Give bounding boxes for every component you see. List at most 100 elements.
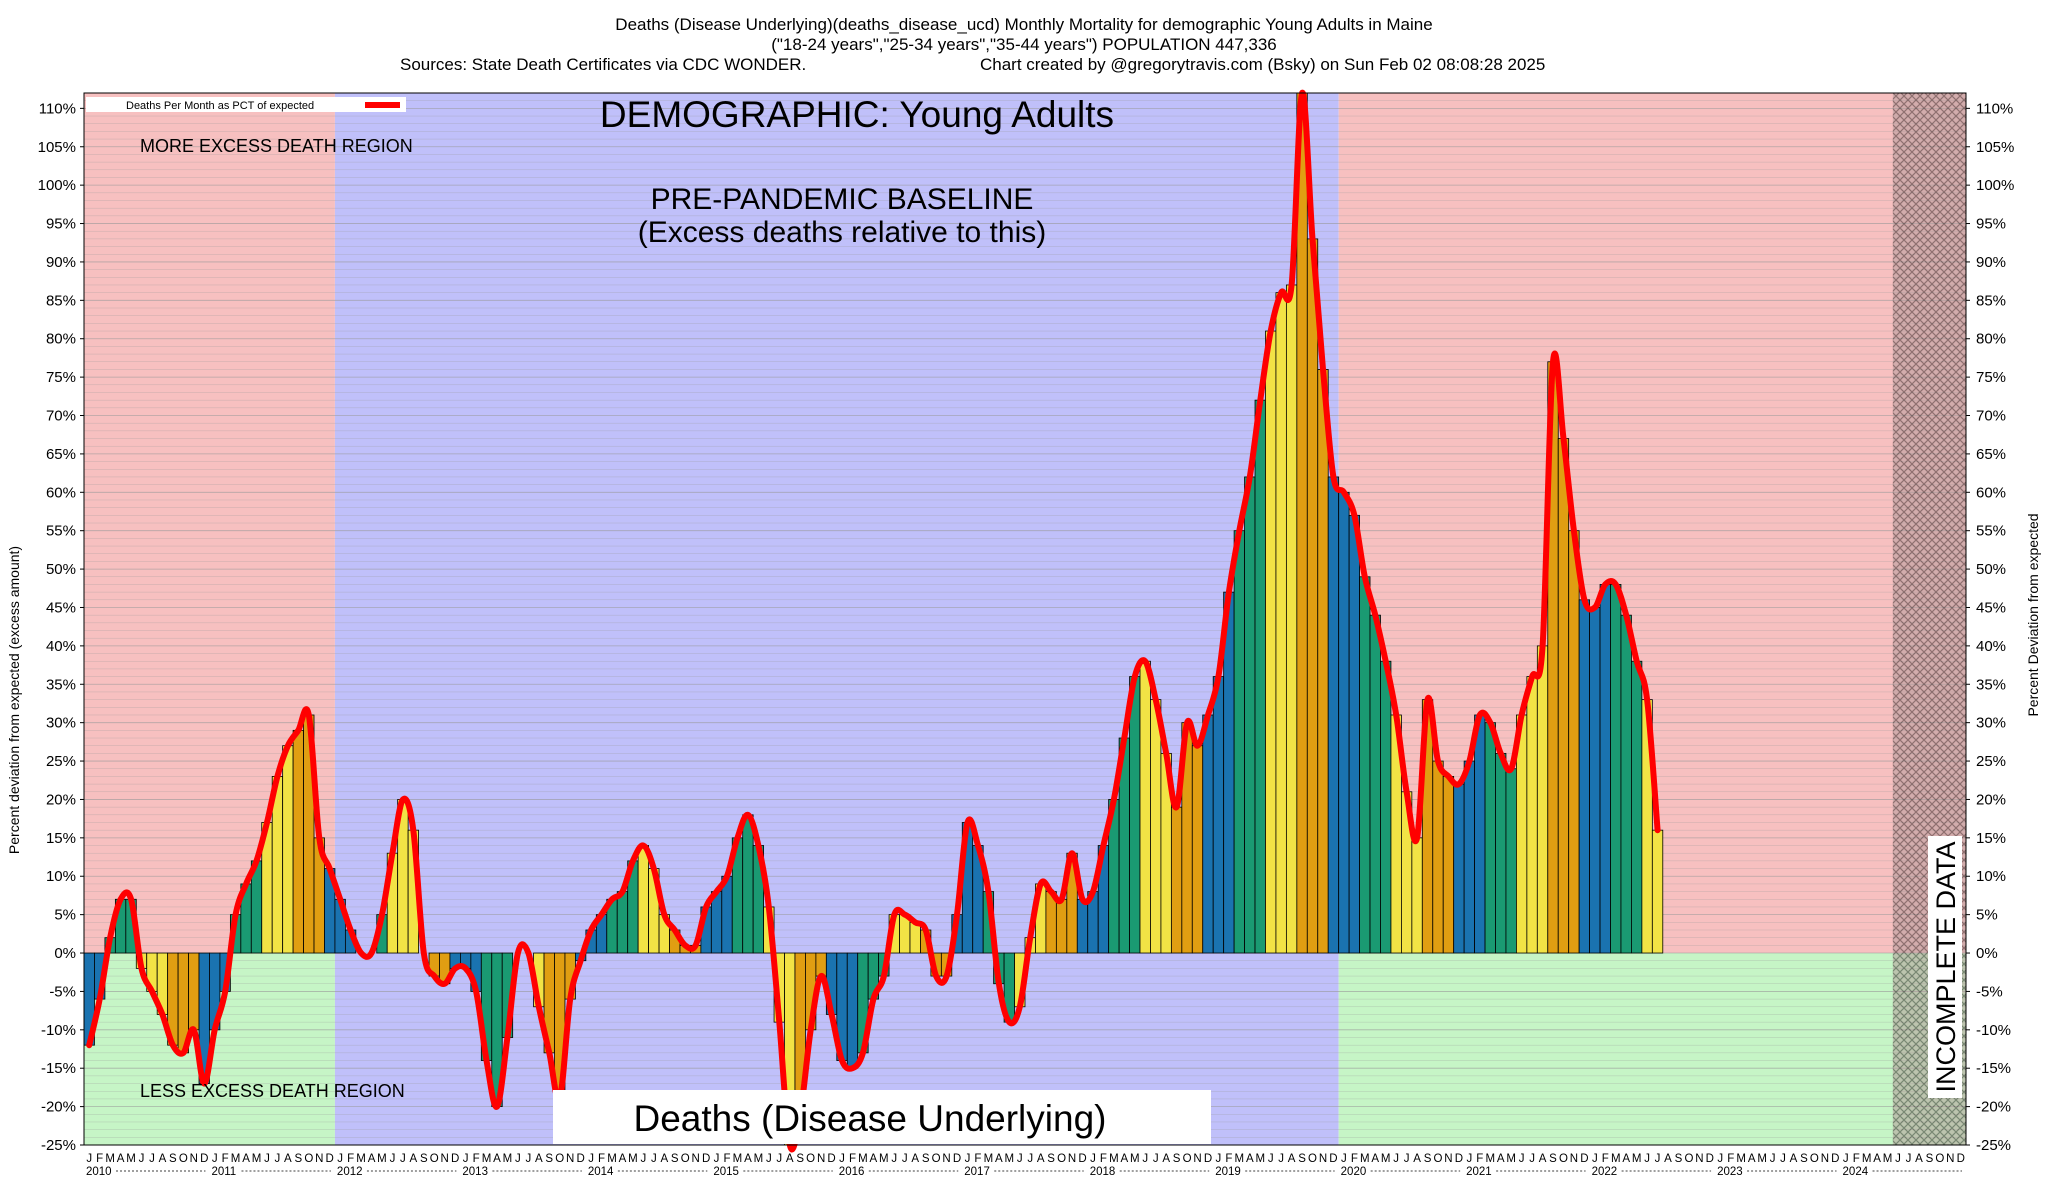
x-month-label: M: [1883, 1153, 1893, 1165]
y-tick-label-right: 80%: [1976, 331, 2006, 348]
y-axis-label-left: Percent deviation from expected (excess …: [6, 546, 22, 854]
x-month-label: J: [1644, 1153, 1650, 1165]
bar: [1327, 476, 1340, 954]
x-month-label: J: [1655, 1153, 1661, 1165]
x-month-label: O: [1935, 1153, 1944, 1165]
x-month-label: A: [1622, 1153, 1630, 1165]
bar: [1474, 714, 1486, 954]
y-tick-label-left: -5%: [49, 983, 76, 1000]
x-month-label: A: [1371, 1153, 1379, 1165]
y-tick-label-right: 30%: [1976, 715, 2006, 732]
y-tick-label-left: 15%: [46, 830, 76, 847]
x-month-label: M: [231, 1153, 241, 1165]
bar: [909, 921, 921, 954]
x-month-label: J: [337, 1153, 343, 1165]
bar: [616, 891, 629, 954]
x-month-label: S: [1926, 1153, 1934, 1165]
y-tick-label-left: 45%: [46, 599, 76, 616]
bar: [1631, 660, 1643, 954]
x-month-label: A: [1162, 1153, 1170, 1165]
bottom-label-box: [553, 1090, 1211, 1144]
x-month-label: S: [1298, 1153, 1306, 1165]
x-month-label: M: [1632, 1153, 1642, 1165]
x-month-label: D: [827, 1153, 835, 1165]
y-tick-label-right: 45%: [1976, 599, 2006, 616]
x-month-label: A: [660, 1153, 668, 1165]
bar: [1369, 614, 1381, 954]
x-month-label: S: [796, 1153, 804, 1165]
y-tick-label-right: -10%: [1976, 1022, 2011, 1039]
x-month-label: A: [1497, 1153, 1505, 1165]
x-month-label: D: [1831, 1153, 1839, 1165]
x-month-label: N: [817, 1153, 825, 1165]
y-tick-label-right: 70%: [1976, 408, 2006, 425]
x-month-label: S: [295, 1153, 303, 1165]
x-month-label: J: [1341, 1153, 1347, 1165]
x-month-label: M: [1862, 1153, 1872, 1165]
bar: [1557, 438, 1570, 954]
y-tick-label-right: 50%: [1976, 561, 2006, 578]
x-month-label: J: [1717, 1153, 1723, 1165]
y-tick-label-left: -10%: [41, 1022, 76, 1039]
x-month-label: J: [149, 1153, 155, 1165]
x-month-label: M: [607, 1153, 617, 1165]
bar: [1578, 599, 1590, 954]
x-month-label: S: [1047, 1153, 1055, 1165]
more-excess-region-label: MORE EXCESS DEATH REGION: [140, 136, 413, 156]
bar: [1359, 576, 1371, 954]
bar: [1484, 722, 1496, 954]
x-month-label: J: [1404, 1153, 1410, 1165]
x-month-label: J: [1780, 1153, 1786, 1165]
x-month-label: J: [525, 1153, 531, 1165]
y-tick-label-right: 75%: [1976, 369, 2006, 386]
x-month-label: F: [347, 1153, 354, 1165]
x-month-label: M: [879, 1153, 889, 1165]
x-month-label: M: [1255, 1153, 1265, 1165]
x-month-label: D: [1706, 1153, 1714, 1165]
bar: [637, 845, 650, 954]
bar: [1411, 837, 1423, 954]
x-month-label: J: [1027, 1153, 1033, 1165]
x-month-label: D: [1204, 1153, 1212, 1165]
x-month-label: O: [681, 1153, 690, 1165]
bar: [1599, 584, 1611, 954]
x-month-label: N: [942, 1153, 950, 1165]
bar: [1244, 476, 1256, 954]
x-month-label: F: [724, 1153, 731, 1165]
y-tick-label-right: -20%: [1976, 1099, 2011, 1116]
x-month-label: O: [1810, 1153, 1819, 1165]
chart-title: Deaths (Disease Underlying)(deaths_disea…: [615, 15, 1432, 34]
y-tick-label-right: 95%: [1976, 216, 2006, 233]
bar: [1568, 530, 1580, 954]
x-month-label: F: [974, 1153, 981, 1165]
bar: [1306, 238, 1319, 954]
x-month-label: J: [400, 1153, 406, 1165]
bar: [292, 729, 304, 954]
y-tick-label-left: 10%: [46, 868, 76, 885]
y-tick-label-right: 5%: [1976, 907, 1998, 924]
y-tick-label-right: -25%: [1976, 1137, 2011, 1154]
x-month-label: F: [473, 1153, 480, 1165]
x-month-label: J: [1906, 1153, 1912, 1165]
x-month-label: S: [169, 1153, 177, 1165]
x-month-label: J: [1519, 1153, 1525, 1165]
x-month-label: N: [1068, 1153, 1076, 1165]
x-month-label: A: [1120, 1153, 1128, 1165]
x-month-label: S: [545, 1153, 553, 1165]
demographic-label: DEMOGRAPHIC: Young Adults: [600, 94, 1114, 135]
x-month-label: D: [1455, 1153, 1463, 1165]
x-month-label: A: [1288, 1153, 1296, 1165]
x-month-label: A: [368, 1153, 376, 1165]
x-month-label: O: [179, 1153, 188, 1165]
x-month-label: J: [1529, 1153, 1535, 1165]
x-month-label: J: [1142, 1153, 1148, 1165]
y-tick-label-left: -15%: [41, 1060, 76, 1077]
x-month-label: O: [1684, 1153, 1693, 1165]
x-year-label: 2022: [1592, 1166, 1618, 1178]
bar: [846, 952, 859, 1069]
x-month-label: M: [1506, 1153, 1516, 1165]
x-month-label: J: [588, 1153, 594, 1165]
y-tick-label-left: 85%: [46, 292, 76, 309]
x-year-label: 2021: [1466, 1166, 1492, 1178]
x-month-label: J: [766, 1153, 772, 1165]
